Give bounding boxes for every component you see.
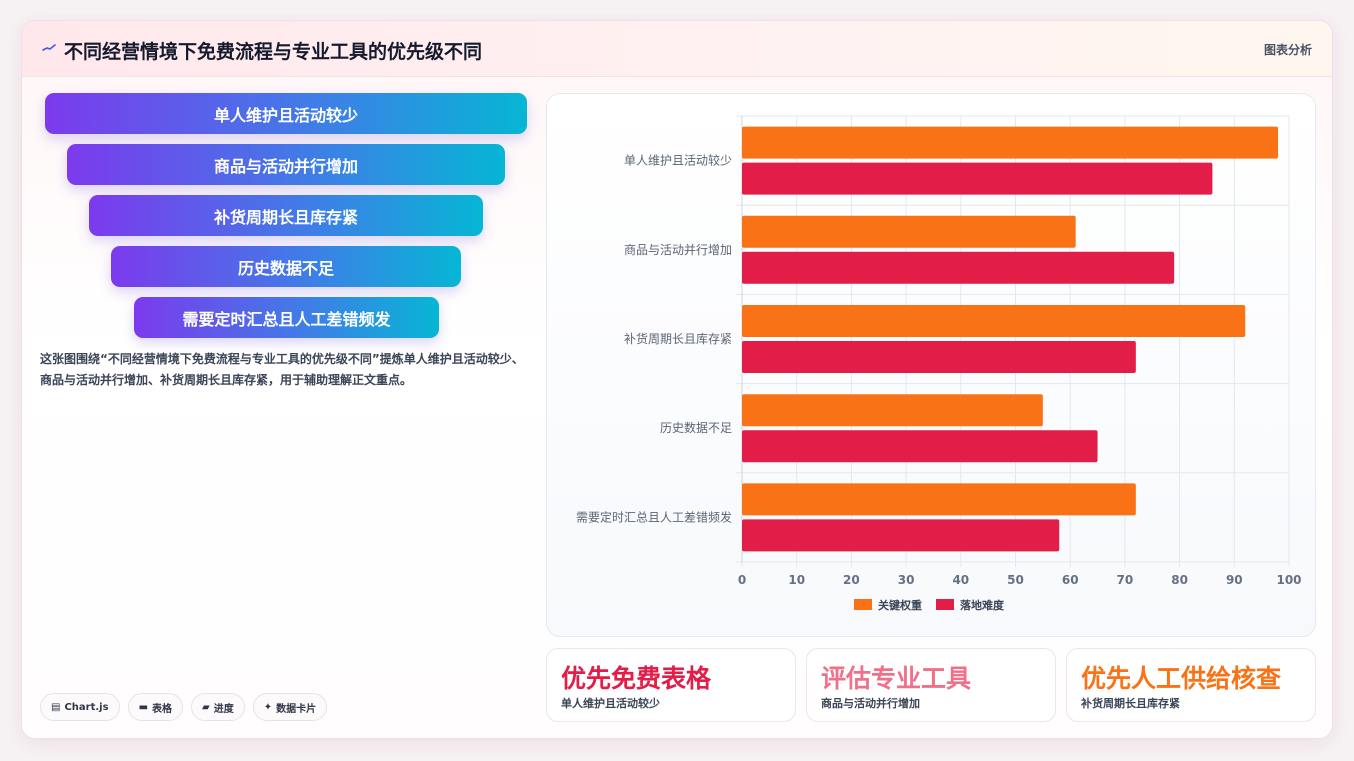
x-tick-label: 70	[1117, 573, 1134, 587]
bar	[742, 126, 1279, 159]
stat-card: 评估专业工具 商品与活动并行增加	[806, 648, 1056, 722]
bar	[742, 305, 1246, 337]
category-label: 补货周期长且库存紧	[624, 331, 732, 346]
stat-label: 补货周期长且库存紧	[1081, 697, 1180, 710]
bar-chart: 0 10 20 30 40 50 60 70 80 90 100 单人维护且活动较少商品与活动并行增加…	[576, 115, 1302, 612]
x-tick-label: 50	[1007, 573, 1024, 587]
category-label: 需要定时汇总且人工差错频发	[576, 509, 732, 524]
bar	[742, 162, 1213, 195]
x-tick-label: 60	[1062, 573, 1079, 587]
x-tick-label: 90	[1226, 573, 1243, 587]
category-label: 商品与活动并行增加	[624, 242, 732, 257]
funnel-step: 商品与活动并行增加	[67, 144, 505, 185]
chip-progress[interactable]: ▰ 进度	[191, 693, 245, 721]
header: 不同经营情境下免费流程与专业工具的优先级不同 图表分析	[22, 21, 1332, 77]
x-tick-label: 0	[738, 573, 746, 587]
stat-value: 评估专业工具	[821, 664, 972, 693]
bar	[742, 251, 1175, 284]
bar	[742, 341, 1136, 373]
stat-label: 商品与活动并行增加	[821, 697, 920, 710]
legend-swatch	[936, 599, 954, 610]
bar	[742, 483, 1136, 516]
chart-icon: ▤	[51, 701, 61, 713]
bar	[742, 430, 1098, 463]
header-tag: 图表分析	[1263, 43, 1312, 57]
stat-value: 优先免费表格	[561, 664, 712, 693]
legend-label: 落地难度	[960, 598, 1005, 612]
x-tick-label: 10	[788, 573, 805, 587]
chip-chartjs[interactable]: ▤ Chart.js	[40, 693, 120, 721]
legend-label: 关键权重	[878, 598, 922, 612]
funnel-step: 单人维护且活动较少	[45, 93, 527, 134]
stat-card: 优先人工供给核查 补货周期长且库存紧	[1066, 648, 1316, 722]
chip-list: ▤ Chart.js ▬ 表格 ▰ 进度 ✦ 数据卡片	[40, 693, 328, 721]
main-card: 不同经营情境下免费流程与专业工具的优先级不同 图表分析 单人维护且活动较少 商品…	[21, 20, 1333, 739]
progress-icon: ▰	[202, 701, 210, 713]
pulse-icon	[42, 44, 56, 51]
x-tick-label: 100	[1276, 573, 1301, 587]
category-label: 单人维护且活动较少	[624, 153, 732, 168]
x-tick-label: 20	[843, 573, 860, 587]
funnel-step: 历史数据不足	[111, 246, 461, 287]
stat-value: 优先人工供给核查	[1081, 664, 1282, 693]
bar	[742, 519, 1060, 552]
bar	[742, 215, 1076, 248]
chart-container: 0 10 20 30 40 50 60 70 80 90 100 单人维护且活动较少 商品与活动并行增加…	[546, 93, 1316, 637]
description: 这张图围绕“不同经营情境下免费流程与专业工具的优先级不同”提炼单人维护且活动较少…	[40, 352, 524, 387]
table-icon: ▬	[138, 701, 149, 713]
category-label: 历史数据不足	[660, 420, 732, 435]
page-title: 不同经营情境下免费流程与专业工具的优先级不同	[64, 41, 483, 63]
x-tick-label: 30	[898, 573, 915, 587]
funnel-step: 补货周期长且库存紧	[89, 195, 483, 236]
sparkle-icon: ✦	[263, 701, 273, 713]
bar	[742, 394, 1043, 427]
chip-data-card[interactable]: ✦ 数据卡片	[252, 693, 328, 721]
x-tick-label: 40	[952, 573, 969, 587]
stat-card: 优先免费表格 单人维护且活动较少	[546, 648, 796, 722]
x-tick-label: 80	[1171, 573, 1188, 587]
funnel-step: 需要定时汇总且人工差错频发	[134, 297, 439, 338]
chip-table[interactable]: ▬ 表格	[127, 693, 184, 721]
legend-swatch	[854, 599, 872, 610]
stat-label: 单人维护且活动较少	[561, 697, 660, 710]
